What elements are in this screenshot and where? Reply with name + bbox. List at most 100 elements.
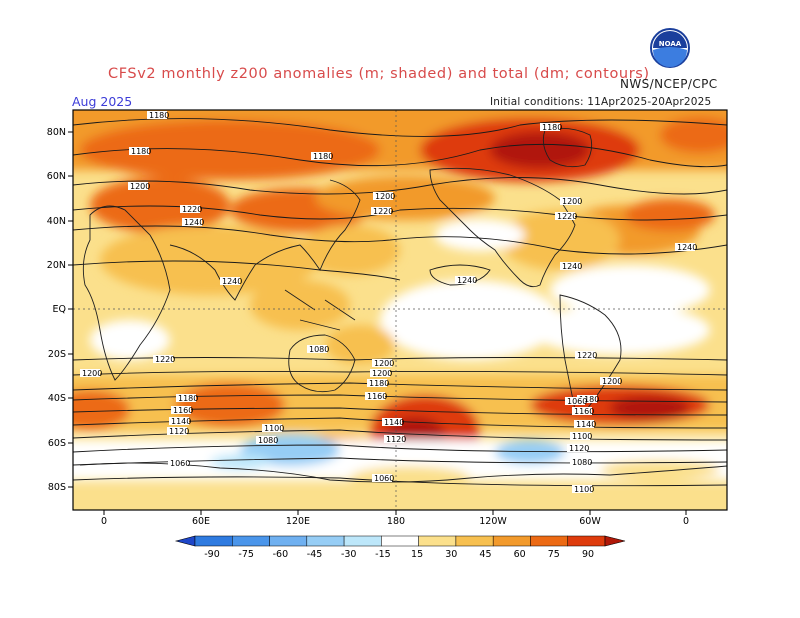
svg-text:1100: 1100 <box>264 424 284 433</box>
colorbar-swatch <box>232 535 270 547</box>
svg-text:1200: 1200 <box>130 182 150 191</box>
contour-label: 1180 <box>311 152 333 161</box>
lon-tick: 180 <box>387 510 405 527</box>
svg-text:0: 0 <box>101 516 107 527</box>
lat-tick: 60S <box>48 438 73 449</box>
contour-label: 1240 <box>560 262 582 271</box>
svg-text:1060: 1060 <box>567 397 587 406</box>
contour-label: 1220 <box>371 207 393 216</box>
lon-tick: 120E <box>286 510 310 527</box>
lat-tick: 20S <box>48 349 73 360</box>
svg-text:1200: 1200 <box>375 192 395 201</box>
contour-label: 1060 <box>372 474 394 483</box>
svg-text:1100: 1100 <box>572 432 592 441</box>
svg-text:1060: 1060 <box>170 459 190 468</box>
contour-label: 1160 <box>365 392 387 401</box>
contour-label-group: 1180 1180 1180 1200 1220 1240 1240 1180 … <box>80 111 697 494</box>
noaa-logo: NOAA <box>650 28 690 68</box>
plot-frame <box>72 109 728 511</box>
lon-tick: 120W <box>479 510 507 527</box>
lat-tick: EQ <box>53 304 73 315</box>
svg-text:1200: 1200 <box>374 359 394 368</box>
colorbar-swatch <box>343 535 382 547</box>
contour-label: 1200 <box>372 359 394 368</box>
colorbar-swatch <box>269 535 308 547</box>
anomaly-shading <box>73 110 727 510</box>
svg-text:40S: 40S <box>48 393 66 404</box>
contour-label: 1100 <box>570 432 592 441</box>
svg-text:1180: 1180 <box>579 395 599 404</box>
svg-text:180: 180 <box>387 516 405 527</box>
colorbar-swatch <box>530 535 568 547</box>
svg-text:1240: 1240 <box>677 243 697 252</box>
colorbar-tick-label: 75 <box>548 549 560 560</box>
svg-text:1180: 1180 <box>131 147 151 156</box>
contour-label: 1140 <box>169 417 191 426</box>
contour-label: 1100 <box>262 424 284 433</box>
svg-text:120E: 120E <box>286 516 310 527</box>
svg-text:1220: 1220 <box>373 207 393 216</box>
colorbar-swatch <box>567 535 606 547</box>
contour-label: 1200 <box>370 369 392 378</box>
forecast-month: Aug 2025 <box>72 94 133 109</box>
svg-text:0: 0 <box>683 516 689 527</box>
contour-label: 1140 <box>382 418 404 427</box>
svg-text:120W: 120W <box>479 516 507 527</box>
svg-text:1240: 1240 <box>457 276 477 285</box>
svg-text:1200: 1200 <box>372 369 392 378</box>
svg-text:1160: 1160 <box>367 392 387 401</box>
lon-tick: 60E <box>192 510 210 527</box>
contour-label: 1200 <box>80 369 102 378</box>
svg-text:1220: 1220 <box>577 351 597 360</box>
contour-label: 1080 <box>307 345 329 354</box>
svg-text:1120: 1120 <box>569 444 589 453</box>
svg-text:20S: 20S <box>48 349 66 360</box>
contour-label: 1240 <box>675 243 697 252</box>
lat-axis: 80N 60N 40N 20N EQ 20S 40S 60S 80S <box>47 127 73 493</box>
lat-tick: 40N <box>47 216 73 227</box>
contour-label: 1220 <box>180 205 202 214</box>
contour-label: 1200 <box>373 192 395 201</box>
svg-text:1180: 1180 <box>542 123 562 132</box>
svg-text:1180: 1180 <box>149 111 169 120</box>
colorbar-tick-label: -45 <box>307 549 323 560</box>
svg-text:1180: 1180 <box>178 394 198 403</box>
contour-label: 1200 <box>128 182 150 191</box>
svg-text:1160: 1160 <box>574 407 594 416</box>
lat-tick: 20N <box>47 260 73 271</box>
colorbar-right-arrow <box>604 535 626 547</box>
svg-text:1140: 1140 <box>576 420 596 429</box>
svg-text:1200: 1200 <box>82 369 102 378</box>
contour-label: 1200 <box>560 197 582 206</box>
svg-text:1080: 1080 <box>572 458 592 467</box>
contour-label: 1120 <box>567 444 589 453</box>
svg-text:1080: 1080 <box>258 436 278 445</box>
logo-text: NOAA <box>659 40 682 48</box>
colorbar-tick-label: -60 <box>273 549 289 560</box>
contour-label: 1180 <box>147 111 169 120</box>
svg-text:1200: 1200 <box>602 377 622 386</box>
lat-tick: 80S <box>48 482 73 493</box>
svg-text:1120: 1120 <box>169 427 189 436</box>
svg-text:1240: 1240 <box>184 218 204 227</box>
contour-label: 1120 <box>167 427 189 436</box>
contour-label: 1180 <box>176 394 198 403</box>
colorbar-swatch <box>306 535 345 547</box>
svg-text:1140: 1140 <box>384 418 404 427</box>
contour-label: 1240 <box>455 276 477 285</box>
agency-label: NWS/NCEP/CPC <box>620 77 718 91</box>
contour-label: 1080 <box>256 436 278 445</box>
contour-label: 1180 <box>540 123 562 132</box>
lat-tick: 40S <box>48 393 73 404</box>
svg-text:80S: 80S <box>48 482 66 493</box>
lon-tick: 0 <box>101 510 107 527</box>
contour-label: 1240 <box>220 277 242 286</box>
colorbar-tick-label: -75 <box>238 549 254 560</box>
svg-text:1220: 1220 <box>557 212 577 221</box>
colorbar-tick-label: -30 <box>341 549 357 560</box>
svg-text:1160: 1160 <box>173 406 193 415</box>
svg-text:60E: 60E <box>192 516 210 527</box>
svg-text:60S: 60S <box>48 438 66 449</box>
colorbar-tick-label: -90 <box>204 549 220 560</box>
